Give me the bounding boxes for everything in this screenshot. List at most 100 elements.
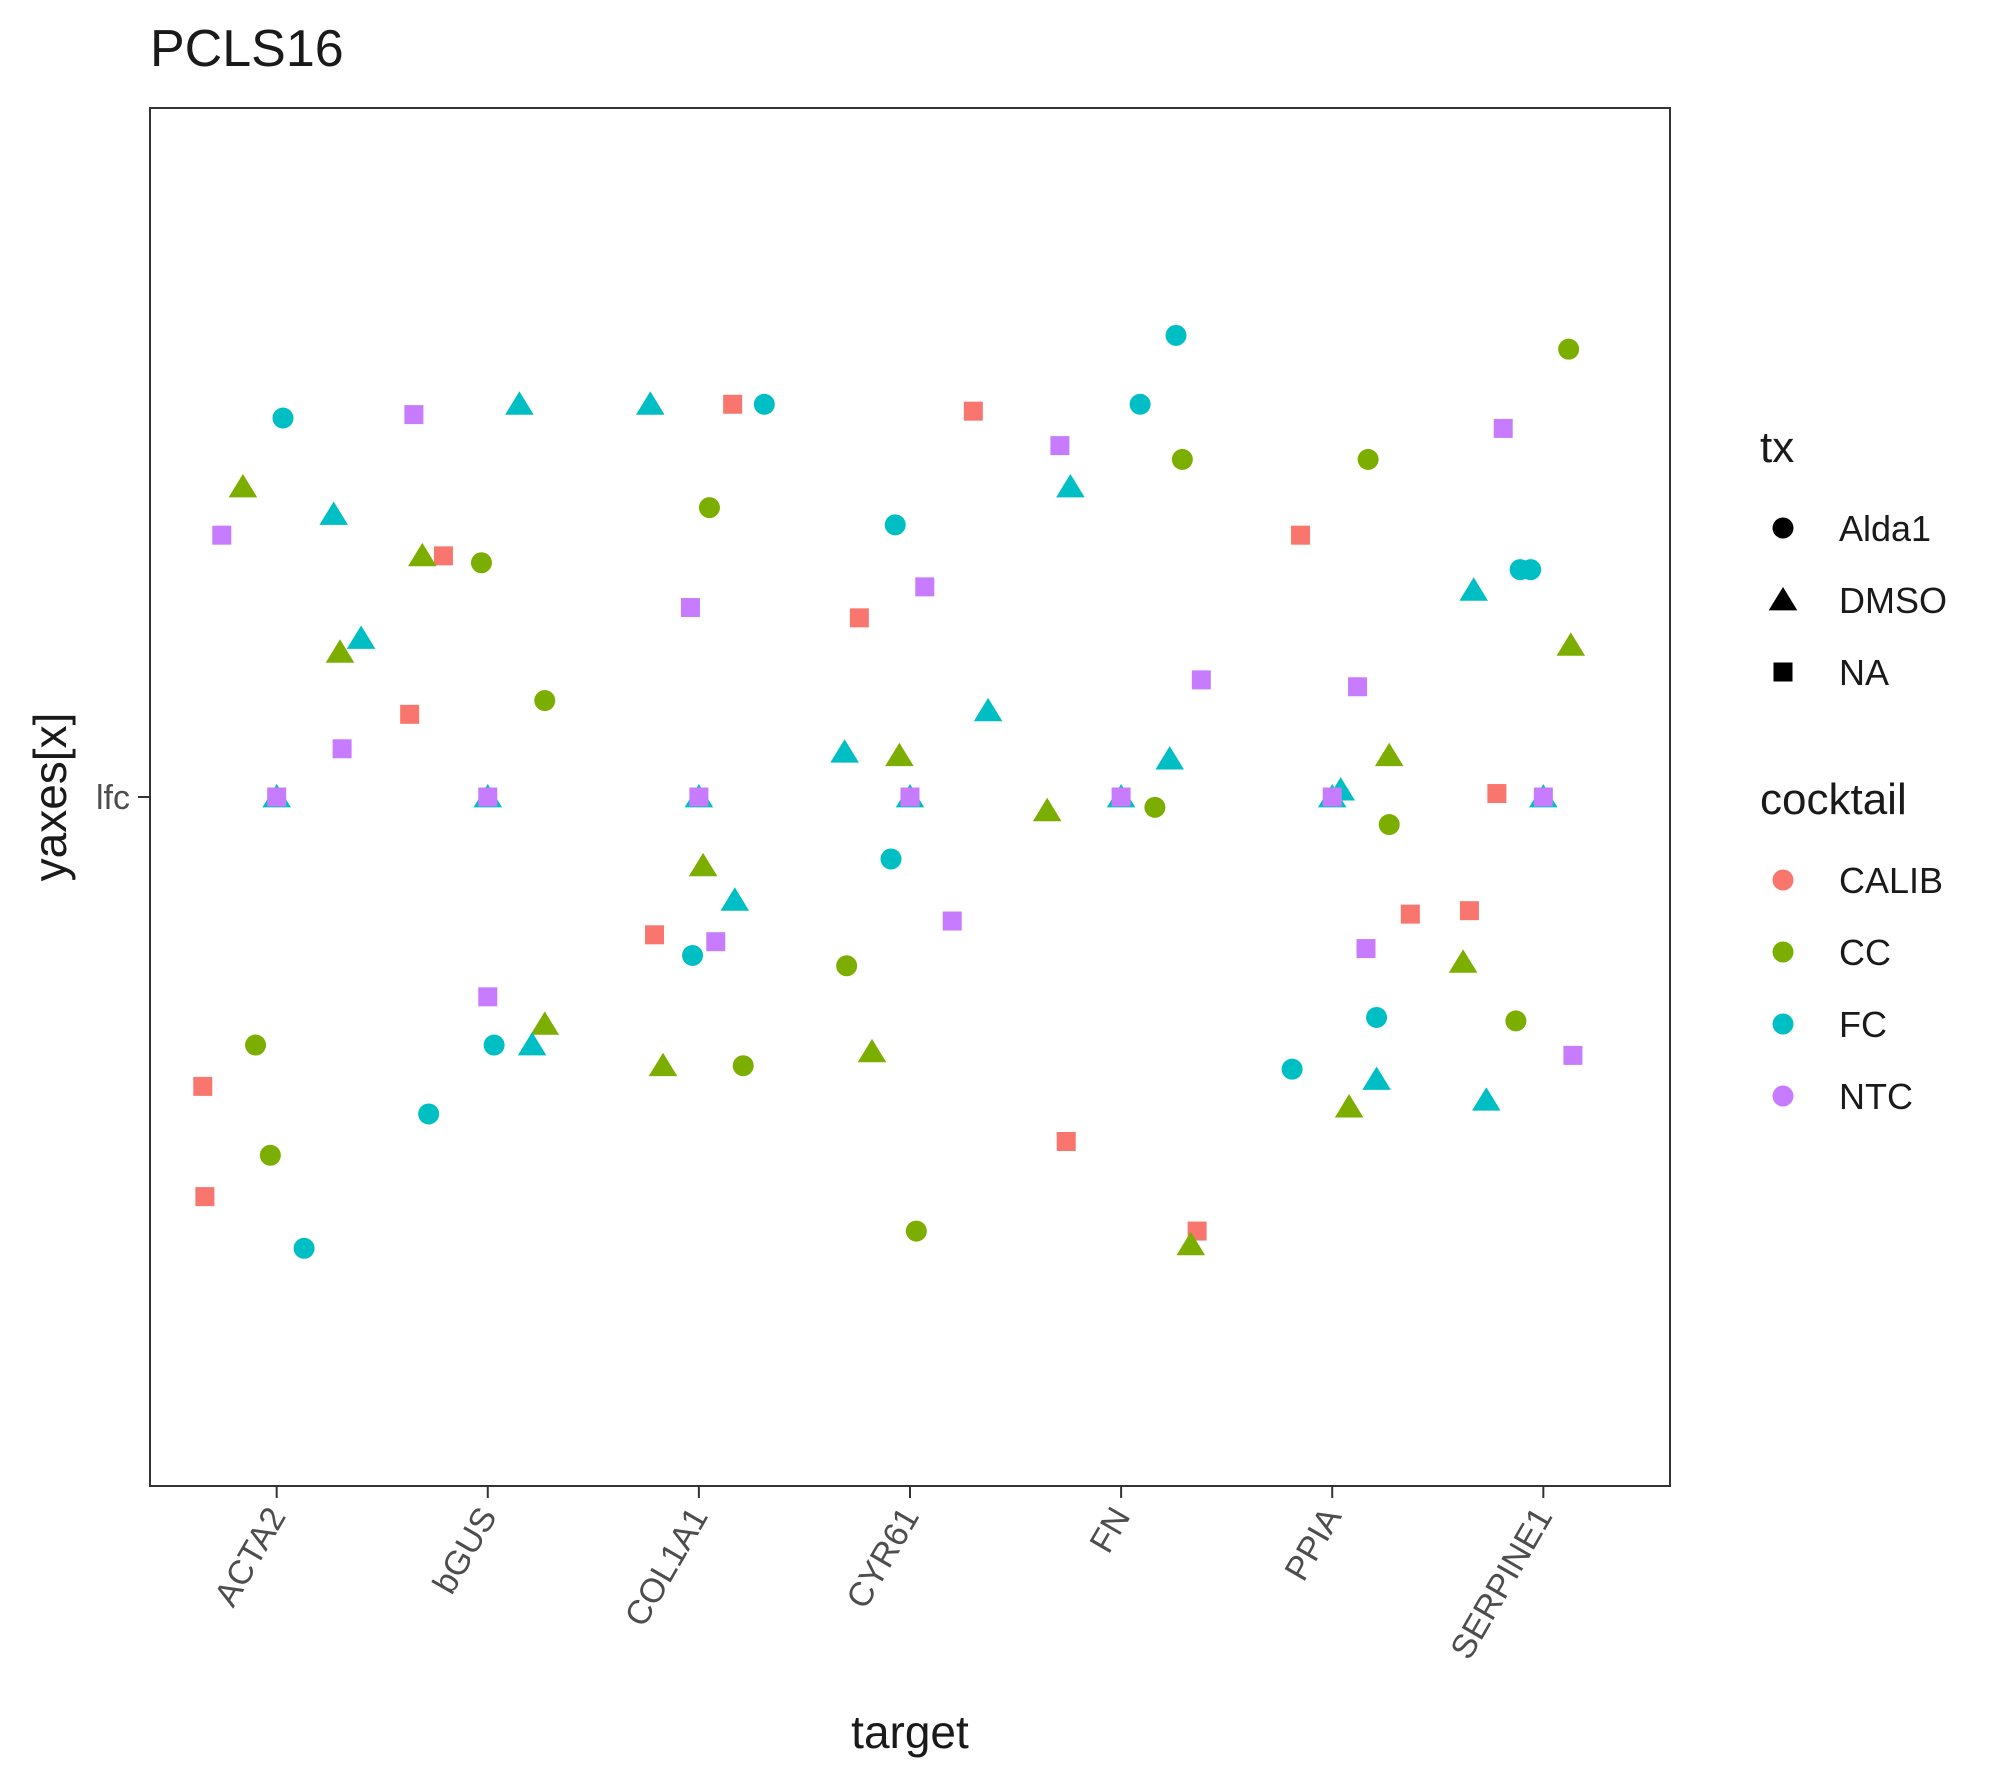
data-point [698, 497, 720, 519]
data-point [404, 405, 424, 425]
data-point [1144, 796, 1166, 818]
data-point [1505, 1010, 1527, 1032]
data-point [1556, 632, 1586, 656]
data-point [942, 911, 962, 931]
legend-label: FC [1839, 1004, 1887, 1045]
data-point [880, 848, 902, 870]
data-point [1448, 949, 1478, 973]
data-point [1129, 393, 1151, 415]
data-point [1374, 742, 1404, 767]
data-point [1050, 436, 1070, 456]
series-ntc [212, 405, 1583, 1065]
legend-label: CC [1839, 932, 1891, 973]
data-point [830, 739, 859, 763]
data-point [259, 1144, 281, 1166]
data-point [1191, 670, 1211, 690]
data-point [645, 925, 665, 945]
data-point [193, 1076, 213, 1096]
data-point [680, 598, 700, 618]
data-point [905, 1220, 927, 1242]
data-point [1366, 1006, 1388, 1028]
data-point [1487, 784, 1507, 804]
points-layer [193, 324, 1586, 1259]
legend-label: DMSO [1839, 580, 1947, 621]
legend-key [1772, 1085, 1794, 1107]
plot-area [149, 107, 1671, 1487]
legend-key [1772, 869, 1794, 891]
data-point [1111, 787, 1131, 807]
legend-label: NA [1839, 652, 1889, 693]
data-point [534, 690, 556, 712]
data-point [400, 704, 420, 724]
data-point [688, 852, 718, 877]
data-point [517, 1032, 547, 1056]
data-point [319, 501, 348, 525]
data-point [1459, 577, 1488, 601]
data-point [1176, 1231, 1206, 1256]
legend: tx Alda1 DMSO NA cocktail CALIB CC FC NTC [1760, 423, 1947, 1117]
data-point [723, 394, 743, 414]
data-point [753, 393, 775, 415]
data-point [293, 1237, 315, 1259]
legend-key [1772, 1013, 1794, 1035]
data-point [245, 1034, 267, 1056]
data-point [689, 787, 709, 807]
data-point [408, 542, 437, 567]
data-point [267, 787, 287, 807]
data-point [1056, 1132, 1076, 1151]
data-point [1563, 1045, 1583, 1065]
data-point [212, 525, 232, 545]
data-point [1171, 448, 1193, 470]
data-point [332, 739, 352, 759]
data-point [1322, 787, 1342, 807]
y-axis-title: yaxes[x] [24, 713, 76, 882]
data-point [1362, 1066, 1391, 1090]
data-point [1558, 338, 1580, 360]
y-tick-label: lfc [96, 779, 130, 817]
data-point [1520, 559, 1542, 581]
data-point [1357, 448, 1379, 470]
data-point [1493, 418, 1513, 438]
data-point [1281, 1058, 1303, 1080]
data-point [1472, 1087, 1501, 1111]
data-point [963, 401, 983, 421]
legend-key [1773, 662, 1793, 682]
legend-label: NTC [1839, 1076, 1913, 1117]
data-point [1032, 797, 1062, 822]
data-point [483, 1034, 505, 1056]
data-point [857, 1038, 887, 1063]
data-point [478, 787, 498, 807]
data-point [1533, 787, 1553, 807]
data-point [732, 1055, 754, 1077]
data-point [720, 887, 750, 911]
data-point [478, 987, 498, 1007]
data-point [1348, 677, 1368, 697]
data-point [195, 1187, 215, 1207]
data-point [433, 546, 453, 566]
data-point [470, 552, 492, 574]
data-point [706, 932, 726, 952]
chart-title: PCLS16 [150, 20, 344, 78]
legend-title: tx [1760, 423, 1794, 472]
data-point [849, 608, 869, 628]
data-point [505, 391, 534, 415]
series-cc [228, 338, 1586, 1256]
data-point [636, 391, 665, 415]
data-point [418, 1103, 440, 1125]
data-point [272, 407, 294, 429]
data-point [228, 474, 258, 498]
data-point [1459, 901, 1479, 921]
data-point [973, 697, 1003, 722]
legend-cocktail: cocktail CALIB CC FC NTC [1760, 775, 1943, 1117]
legend-key [1772, 941, 1794, 963]
data-point [1165, 324, 1187, 346]
legend-key [1772, 517, 1794, 539]
x-axis-title: target [851, 1706, 969, 1758]
data-point [530, 1011, 560, 1035]
data-point [900, 787, 920, 807]
data-point [1056, 474, 1085, 498]
data-point [1378, 814, 1400, 836]
data-point [346, 625, 376, 649]
